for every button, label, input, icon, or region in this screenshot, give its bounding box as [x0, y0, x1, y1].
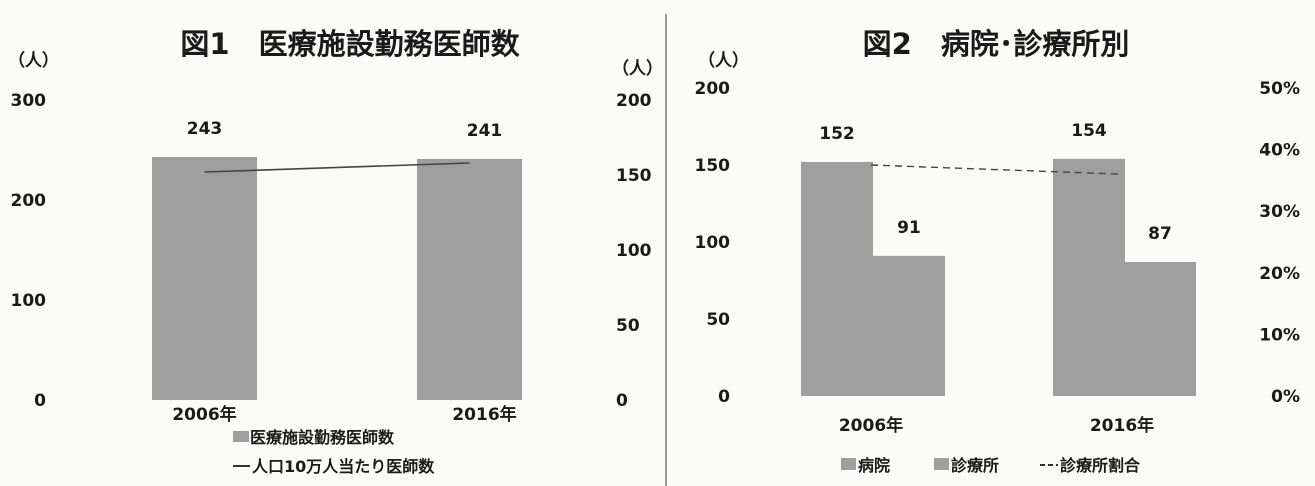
- figure2-panel: 図2 病院･診療所別 （人） 200 150 100 50 0 50% 40% 30% 20%…: [668, 0, 1315, 486]
- x-axis-categories: 2006年 2016年: [172, 404, 516, 425]
- bar-data-label: 241: [467, 121, 503, 141]
- y-axis-right-tick-label: 10%: [1259, 325, 1300, 345]
- legend: 医療施設勤務医師数 人口10万人当たり医師数: [233, 428, 435, 476]
- chart-title: 図1 医療施設勤務医師数: [180, 27, 520, 61]
- line-segment: [870, 164, 1124, 175]
- figure1-panel: 図1 医療施設勤務医師数 （人） （人） 300 200 100 0 200 150 10…: [8, 27, 663, 476]
- line-segment: [204, 162, 470, 173]
- bar-series: [152, 157, 522, 400]
- figure2-chart: 図2 病院･診療所別 （人） 200 150 100 50 0 50% 40% 30% 20%…: [695, 27, 1301, 475]
- chart-title: 図2 病院･診療所別: [863, 27, 1130, 61]
- bar-clinic: [873, 255, 945, 396]
- legend: 病院 診療所 診療所割合: [841, 456, 1141, 475]
- y-axis-left-tick-label: 100: [695, 233, 731, 253]
- y-axis-right-unit: （人）: [612, 58, 663, 79]
- legend-line-label: 人口10万人当たり医師数: [252, 457, 435, 476]
- y-axis-right-tick-label: 100: [616, 241, 652, 261]
- bar-hospital: [1053, 158, 1125, 396]
- y-axis-left-tick-label: 200: [695, 79, 731, 99]
- x-axis-categories: 2006年 2016年: [839, 415, 1154, 436]
- y-axis-right-ticks: 50% 40% 30% 20% 10% 0%: [1259, 79, 1300, 407]
- x-axis-category-label: 2006年: [839, 415, 903, 436]
- bar-series: [801, 158, 1196, 396]
- y-axis-right-tick-label: 50: [616, 316, 640, 336]
- y-axis-right-tick-label: 40%: [1259, 141, 1300, 161]
- bar-hospital-data-label: 154: [1071, 121, 1107, 141]
- y-axis-left-ticks: 300 200 100 0: [11, 91, 47, 411]
- y-axis-right-tick-label: 50%: [1259, 79, 1300, 99]
- legend-bar-swatch: [233, 431, 249, 442]
- legend-clinic-swatch: [934, 458, 949, 470]
- y-axis-right-tick-label: 0%: [1271, 387, 1300, 407]
- legend-bar-label: 医療施設勤務医師数: [250, 428, 395, 447]
- bar-clinic-data-label: 91: [897, 218, 921, 238]
- y-axis-right-ticks: 200 150 100 50 0: [616, 91, 652, 411]
- legend-clinic-label: 診療所: [951, 456, 999, 475]
- bar: [152, 157, 257, 400]
- data-labels: 152 154 91 87: [819, 121, 1172, 244]
- bar-hospital-data-label: 152: [819, 124, 855, 144]
- y-axis-right-tick-label: 150: [616, 166, 652, 186]
- panel-divider: [665, 14, 667, 486]
- y-axis-left-unit: （人）: [8, 50, 59, 71]
- x-axis-category-label: 2016年: [1090, 415, 1154, 436]
- bar-hospital: [801, 161, 873, 396]
- legend-hospital-label: 病院: [858, 456, 890, 475]
- x-axis-category-label: 2006年: [172, 404, 236, 425]
- y-axis-right-tick-label: 30%: [1259, 202, 1300, 222]
- y-axis-left-tick-label: 0: [34, 391, 46, 411]
- y-axis-left-tick-label: 150: [695, 156, 731, 176]
- y-axis-right-tick-label: 0: [616, 391, 628, 411]
- legend-hospital-swatch: [841, 458, 856, 470]
- y-axis-right-tick-label: 200: [616, 91, 652, 111]
- y-axis-left-tick-label: 100: [11, 291, 47, 311]
- y-axis-left-unit: （人）: [698, 50, 749, 71]
- bar: [417, 159, 522, 400]
- bar-data-label: 243: [187, 119, 223, 139]
- figure1-chart: 図1 医療施設勤務医師数 （人） （人） 300 200 100 0 200 150 10…: [8, 27, 663, 476]
- y-axis-left-tick-label: 50: [706, 310, 730, 330]
- bar-clinic: [1124, 262, 1196, 396]
- line-series: [204, 162, 470, 173]
- line-series: [870, 164, 1124, 175]
- y-axis-left-tick-label: 200: [11, 191, 47, 211]
- y-axis-left-ticks: 200 150 100 50 0: [695, 79, 731, 407]
- legend-ratio-label: 診療所割合: [1060, 456, 1141, 475]
- y-axis-left-tick-label: 300: [11, 91, 47, 111]
- x-axis-category-label: 2016年: [452, 404, 516, 425]
- data-labels: 243 241: [187, 119, 503, 141]
- bar-clinic-data-label: 87: [1148, 224, 1172, 244]
- y-axis-right-tick-label: 20%: [1259, 264, 1300, 284]
- y-axis-left-tick-label: 0: [718, 387, 730, 407]
